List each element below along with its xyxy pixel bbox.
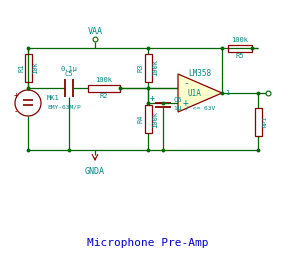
Text: EMY-63M/P: EMY-63M/P bbox=[47, 104, 81, 109]
Text: R5: R5 bbox=[236, 53, 244, 60]
Text: R4: R4 bbox=[137, 115, 143, 123]
Text: C6: C6 bbox=[174, 97, 182, 103]
Text: 100k: 100k bbox=[232, 36, 248, 43]
Text: C5: C5 bbox=[65, 71, 73, 77]
Text: LM358: LM358 bbox=[188, 69, 212, 78]
Text: +: + bbox=[183, 98, 189, 108]
Text: R3: R3 bbox=[137, 64, 143, 72]
Text: GNDA: GNDA bbox=[85, 166, 105, 175]
Text: 100k: 100k bbox=[152, 110, 158, 127]
Text: Microphone Pre-Amp: Microphone Pre-Amp bbox=[87, 238, 209, 248]
Text: +: + bbox=[149, 94, 154, 103]
Bar bbox=[145, 105, 152, 133]
Text: U1A: U1A bbox=[187, 88, 201, 98]
Text: -: - bbox=[14, 108, 18, 117]
Text: VAA: VAA bbox=[88, 28, 103, 36]
Bar bbox=[25, 54, 32, 82]
Text: 10k: 10k bbox=[32, 62, 38, 74]
Text: -: - bbox=[183, 78, 189, 88]
Text: +: + bbox=[14, 92, 18, 101]
Text: 0.1μ: 0.1μ bbox=[61, 66, 77, 72]
Text: MK1: MK1 bbox=[47, 95, 60, 101]
Text: 1μ / <= 63V: 1μ / <= 63V bbox=[174, 106, 215, 111]
Polygon shape bbox=[178, 74, 222, 112]
Bar bbox=[88, 85, 120, 92]
Text: R2: R2 bbox=[100, 93, 108, 100]
Text: 1: 1 bbox=[225, 90, 229, 96]
Text: R1: R1 bbox=[19, 64, 25, 72]
Bar bbox=[254, 108, 262, 135]
Bar bbox=[228, 44, 252, 52]
Text: RP1: RP1 bbox=[263, 116, 268, 127]
Bar bbox=[145, 54, 152, 82]
Text: 100k: 100k bbox=[152, 60, 158, 77]
Text: 100k: 100k bbox=[95, 77, 112, 83]
